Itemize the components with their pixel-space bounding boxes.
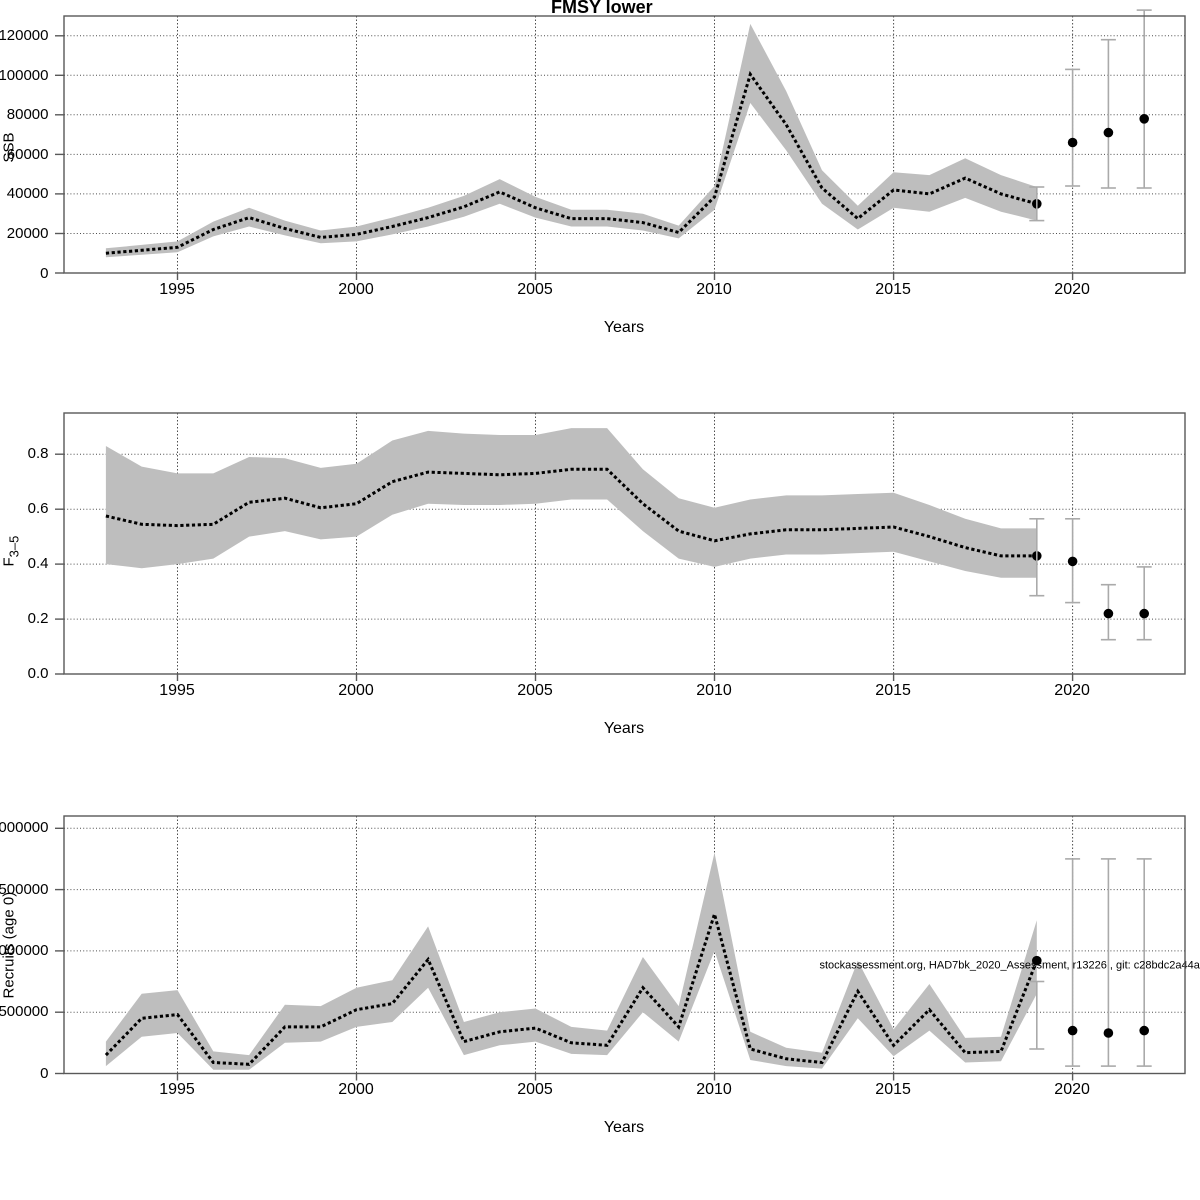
svg-text:stockassessment.org, HAD7bk_20: stockassessment.org, HAD7bk_2020_Assessm…	[819, 959, 1200, 971]
